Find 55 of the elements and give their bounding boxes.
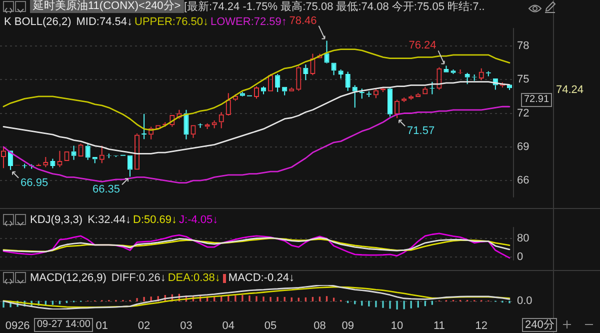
text: [最新:74.24 -1.75% 最高:75.08 最低:74.08 今开:75.05 昨结:7.. <box>184 1 485 13</box>
candlestick <box>352 84 358 108</box>
text: UPPER:76.50↓ <box>134 16 208 28</box>
x-tick-label: 03 <box>180 320 192 332</box>
chart-subtitle: MACD(12,26,9) <box>30 272 106 284</box>
x-tick-label: 0926 <box>5 320 30 332</box>
chart-subtitle: KDJ(9,3,3) <box>30 214 83 226</box>
x-tick-label: 09 <box>342 320 354 332</box>
y-tick-label: 72 <box>517 107 530 120</box>
annotation: 66.95 <box>20 176 48 189</box>
x-tick-label: 08 <box>314 320 326 332</box>
series-label: K:32.44↓ <box>88 214 131 226</box>
legend-label: MACD:-0.24↓ <box>228 272 294 284</box>
x-tick-label: 02 <box>138 320 150 332</box>
text: MID:74.54↓ <box>76 16 133 28</box>
candlestick <box>184 109 189 140</box>
candlestick <box>331 62 336 76</box>
annotation: 76.24 <box>408 40 436 52</box>
candlestick <box>444 65 449 72</box>
x-tick-label: 10 <box>390 320 404 332</box>
y-tick-label: 66 <box>517 174 530 187</box>
x-tick-label: 01 <box>96 320 108 332</box>
annotation: 71.57 <box>407 125 435 138</box>
candlestick <box>127 155 133 178</box>
candlestick <box>85 144 90 160</box>
y-tick-label: 80 <box>517 232 530 245</box>
candlestick <box>282 86 288 96</box>
chart-subtitle: K BOLL(26,2) <box>4 16 72 28</box>
text: 240分 <box>522 318 558 332</box>
candlestick <box>275 73 280 92</box>
text: 0.0 <box>517 295 532 308</box>
candlestick <box>338 69 344 79</box>
text: 72.91 <box>521 93 552 107</box>
text: 78.46 <box>289 14 317 27</box>
candlestick <box>50 158 56 169</box>
series-label: DIFF:0.26↓ <box>111 272 166 284</box>
candlestick <box>71 145 76 160</box>
y-tick-label: 75 <box>517 74 530 86</box>
series-label: D:50.69↓ <box>133 214 178 226</box>
y-tick-label: 69 <box>517 140 530 153</box>
series-label: DEA:0.38↓ <box>168 272 220 284</box>
candlestick <box>345 71 350 92</box>
candlestick <box>303 64 308 81</box>
x-tick-label: 04 <box>222 320 235 332</box>
candlestick <box>324 40 330 63</box>
text: 74.24 <box>556 84 584 96</box>
series-label: J:-4.05↓ <box>179 214 218 226</box>
y-tick-label: 0 <box>517 250 524 263</box>
y-tick-label: 78 <box>517 40 530 52</box>
x-tick-label: 05 <box>264 320 277 332</box>
x-tick-label: 11 <box>434 320 445 332</box>
x-tick-label: 12 <box>475 320 488 332</box>
text: LOWER:72.59↑ <box>210 16 287 28</box>
text: 09-27 14:00 <box>34 318 94 332</box>
annotation: 66.35 <box>92 184 120 196</box>
